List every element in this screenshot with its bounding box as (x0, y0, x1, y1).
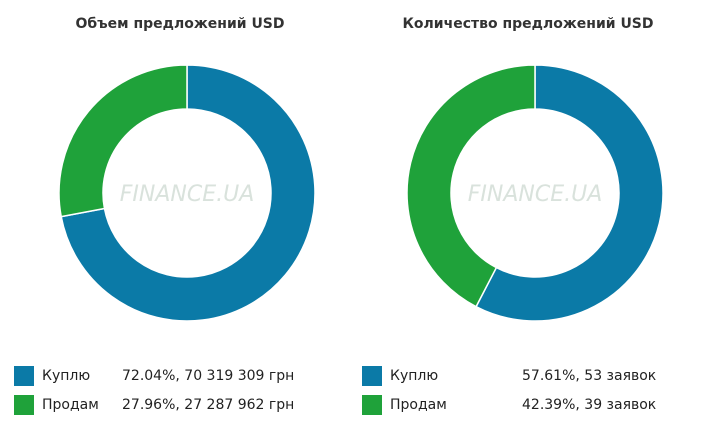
slice-sell[interactable] (58, 64, 188, 218)
legend-swatch-sell (14, 395, 34, 415)
legend-swatch-buy (14, 366, 34, 386)
legend-value: 57.61%, 53 заявок (522, 368, 657, 384)
legend-swatch-buy (362, 366, 382, 386)
donut-chart-volume: FINANCE.UA (58, 64, 316, 322)
chart-title: Количество предложений USD (402, 16, 654, 32)
slice-sell[interactable] (406, 64, 536, 308)
legend-value: 72.04%, 70 319 309 грн (122, 368, 295, 384)
legend-swatch-sell (362, 395, 382, 415)
legend-label: Куплю (390, 368, 439, 384)
legend-label: Куплю (42, 368, 91, 384)
chart-panel-count: Количество предложений USD FINANCE.UA Ку… (348, 0, 708, 432)
chart-title: Объем предложений USD (75, 16, 285, 32)
legend-label: Продам (42, 397, 99, 413)
legend-value: 42.39%, 39 заявок (522, 397, 657, 413)
legend-value: 27.96%, 27 287 962 грн (122, 397, 295, 413)
chart-panel-volume: Объем предложений USD FINANCE.UA Куплю 7… (14, 16, 316, 417)
legend-item-buy: Куплю 57.61%, 53 заявок (362, 364, 656, 388)
slice-buy[interactable] (60, 64, 316, 322)
donut-chart-count: FINANCE.UA (406, 64, 664, 322)
legend-label: Продам (390, 397, 447, 413)
slice-buy[interactable] (475, 64, 664, 322)
legend-item-sell: Продам 27.96%, 27 287 962 грн (14, 393, 294, 417)
watermark-text: FINANCE.UA (468, 182, 603, 207)
legend-item-sell: Продам 42.39%, 39 заявок (362, 393, 656, 417)
watermark-text: FINANCE.UA (120, 182, 255, 207)
legend-item-buy: Куплю 72.04%, 70 319 309 грн (14, 364, 294, 388)
